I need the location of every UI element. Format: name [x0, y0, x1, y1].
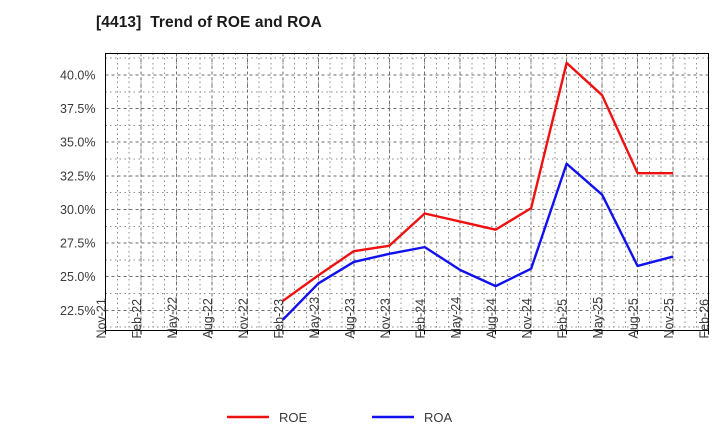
chart-legend: ROE ROA [227, 410, 453, 425]
minor-gridlines [105, 53, 709, 331]
y-axis-tick-label: 30.0% [60, 203, 95, 217]
y-axis-tick-label: 37.5% [60, 102, 95, 116]
series-line-roe [282, 61, 674, 302]
page-title: [4413] Trend of ROE and ROA [96, 14, 322, 31]
x-axis-tick-label: Nov-22 [236, 298, 250, 338]
major-gridlines [105, 53, 709, 331]
data-series-layer [281, 61, 674, 321]
x-axis-tick-label: Aug-22 [201, 298, 215, 338]
legend-label-roa: ROA [424, 410, 453, 425]
y-axis-tick-label: 27.5% [60, 237, 95, 251]
x-axis: Nov-21 Feb-22 May-22 Aug-22 Nov-22 Feb-23 May-… [95, 297, 712, 339]
plot-area-frame [104, 52, 710, 332]
series-line-roa [281, 162, 674, 321]
y-axis-tick-label: 25.0% [60, 270, 95, 284]
x-axis-tick-label: Feb-22 [130, 299, 144, 339]
x-axis-tick-label: Feb-26 [698, 299, 712, 339]
x-axis-tick-label: May-23 [307, 297, 321, 339]
x-axis-tick-label: Feb-23 [272, 299, 286, 339]
y-axis-tick-label: 32.5% [60, 169, 95, 183]
y-axis-tick-label: 35.0% [60, 136, 95, 150]
x-axis-tick-label: Feb-25 [556, 299, 570, 339]
legend-label-roe: ROE [279, 410, 308, 425]
x-axis-tick-label: May-24 [449, 297, 463, 339]
x-axis-tick-label: Feb-24 [414, 299, 428, 339]
x-axis-tick-label: Aug-23 [343, 298, 357, 338]
x-axis-tick-label: Aug-24 [485, 298, 499, 338]
y-axis-tick-label: 40.0% [60, 69, 95, 83]
x-axis-tick-label: Nov-25 [662, 298, 676, 338]
x-axis-tick-label: Nov-23 [378, 298, 392, 338]
y-axis: 22.5% 25.0% 27.5% 30.0% 32.5% 35.0% 37.5% 40.0% [60, 69, 95, 318]
x-axis-tick-label: Nov-24 [520, 298, 534, 338]
x-axis-tick-label: Nov-21 [95, 298, 109, 338]
y-axis-tick-label: 22.5% [60, 304, 95, 318]
x-axis-tick-label: May-22 [165, 297, 179, 339]
x-axis-tick-label: May-25 [591, 297, 605, 339]
x-axis-tick-label: Aug-25 [627, 298, 641, 338]
